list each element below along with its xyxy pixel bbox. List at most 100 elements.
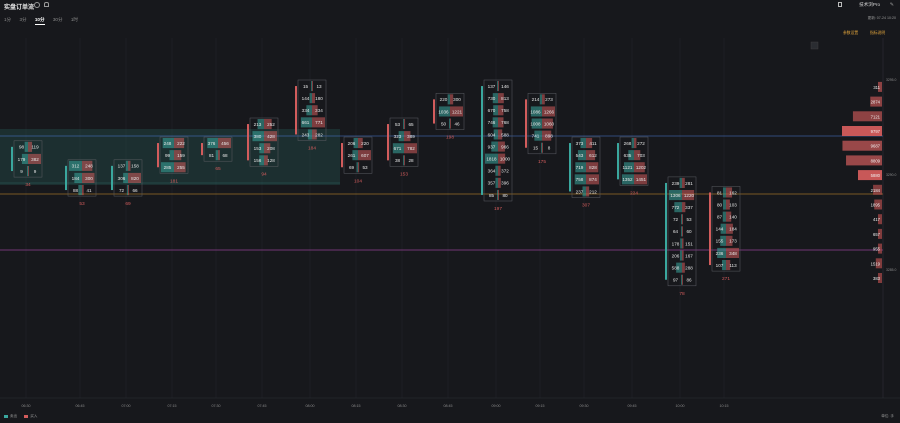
buy-cell — [682, 190, 695, 201]
help-link[interactable]: 指标说明 — [870, 31, 886, 35]
sell-cell — [631, 138, 634, 149]
buy-volume-label: 208 — [267, 146, 275, 151]
buy-volume-label: 220 — [361, 141, 369, 146]
buy-cell — [264, 119, 272, 130]
sell-cell — [681, 226, 682, 237]
sell-cell — [257, 119, 264, 130]
buy-cell — [682, 238, 684, 249]
sell-volume-label: 213 — [254, 122, 262, 127]
profile-bar — [878, 243, 882, 254]
delta-label: 104 — [354, 178, 362, 184]
buy-volume-label: 456 — [221, 141, 229, 146]
tab-1h[interactable]: 1时 — [70, 17, 79, 22]
sell-cell — [541, 142, 542, 153]
buy-cell — [682, 262, 685, 273]
tab-3m[interactable]: 3分 — [19, 17, 27, 22]
buy-cell — [404, 143, 417, 154]
bell-icon[interactable] — [44, 2, 49, 7]
sell-cell — [674, 202, 682, 213]
sell-volume-label: 772 — [672, 205, 680, 210]
sell-cell — [311, 81, 312, 92]
profile-label: 8809 — [871, 158, 881, 163]
sell-cell — [680, 238, 682, 249]
buy-cell — [128, 172, 141, 183]
sell-cell — [207, 138, 218, 149]
sell-volume-label: 1121 — [623, 165, 633, 170]
chart-expand-button — [810, 41, 819, 50]
sell-cell — [720, 223, 726, 234]
edit-icon[interactable]: ✎ — [889, 2, 894, 8]
buy-cell — [312, 105, 318, 116]
buy-cell — [264, 155, 268, 166]
buy-cell — [542, 106, 555, 117]
footprint-bar — [201, 136, 233, 162]
document-icon — [838, 2, 842, 7]
profile-bar — [878, 81, 882, 92]
buy-cell — [28, 141, 33, 152]
buy-cell — [128, 185, 130, 196]
buy-volume-label: 703 — [637, 153, 645, 158]
buy-cell — [634, 162, 645, 173]
sell-volume-label: 312 — [72, 164, 80, 169]
candle-body — [617, 143, 619, 180]
sell-volume-label: 1352 — [622, 177, 633, 182]
tab-30m[interactable]: 30分 — [52, 17, 63, 22]
legend-buy-label: 买入 — [30, 414, 38, 418]
buy-cell — [82, 185, 84, 196]
footprint-bar — [525, 93, 557, 155]
profile-label: 9797 — [871, 129, 881, 134]
buy-volume-label: 1202 — [636, 165, 647, 170]
sell-cell — [74, 172, 82, 183]
sell-cell — [717, 247, 726, 258]
sell-cell — [300, 117, 312, 128]
bar-outline — [13, 140, 43, 178]
footprint-bar — [65, 159, 97, 197]
buy-volume-label: 282 — [315, 132, 323, 137]
bar-outline — [343, 136, 373, 174]
sell-volume-label: 758 — [576, 177, 584, 182]
sell-cell — [492, 117, 498, 128]
buy-cell — [82, 172, 95, 183]
footprint-bar — [247, 117, 279, 167]
sell-cell — [353, 138, 358, 149]
sell-volume-label: 64 — [673, 229, 679, 234]
sell-cell — [78, 185, 82, 196]
buy-cell — [358, 138, 363, 149]
sell-cell — [161, 162, 174, 173]
sell-volume-label: 746 — [488, 120, 496, 125]
sell-cell — [574, 174, 586, 185]
buy-cell — [404, 155, 405, 166]
settings-link[interactable]: 参数设置 — [843, 31, 859, 35]
candle-body — [341, 143, 343, 168]
sell-volume-label: 81 — [717, 190, 723, 195]
legend-buy: 买入 — [24, 414, 37, 419]
sell-volume-label: 38 — [395, 158, 401, 163]
brand-label[interactable]: 技术浏Pro — [859, 2, 880, 7]
buy-volume-label: 212 — [589, 189, 597, 194]
sell-cell — [485, 153, 498, 164]
tab-1m[interactable]: 1分 — [4, 17, 12, 22]
sell-cell — [24, 141, 28, 152]
buy-cell — [726, 260, 731, 271]
buy-cell — [726, 235, 733, 246]
bar-outline — [203, 136, 233, 162]
header: 实盘订单流 1分 3分 10分 30分 1时 技术浏Pro ✎ 更新: 07-2… — [0, 0, 900, 28]
buy-cell — [82, 160, 93, 171]
sell-volume-label: 357 — [488, 181, 496, 186]
x-tick-label: 07:30 — [212, 404, 221, 408]
sell-volume-label: 156 — [254, 158, 262, 163]
buy-volume-label: 768 — [501, 120, 509, 125]
buy-cell — [634, 138, 637, 149]
sell-cell — [531, 118, 542, 129]
info-icon[interactable] — [34, 2, 40, 8]
legend-sell-swatch — [4, 414, 8, 418]
buy-volume-label: 389 — [407, 134, 415, 139]
sell-volume-label: 670 — [488, 108, 496, 113]
buy-volume-label: 612 — [589, 153, 597, 158]
profile-label: 1895 — [871, 203, 881, 208]
sell-cell — [575, 162, 586, 173]
buy-cell — [498, 81, 500, 92]
buy-volume-label: 119 — [31, 145, 39, 150]
tab-10m[interactable]: 10分 — [34, 17, 45, 25]
